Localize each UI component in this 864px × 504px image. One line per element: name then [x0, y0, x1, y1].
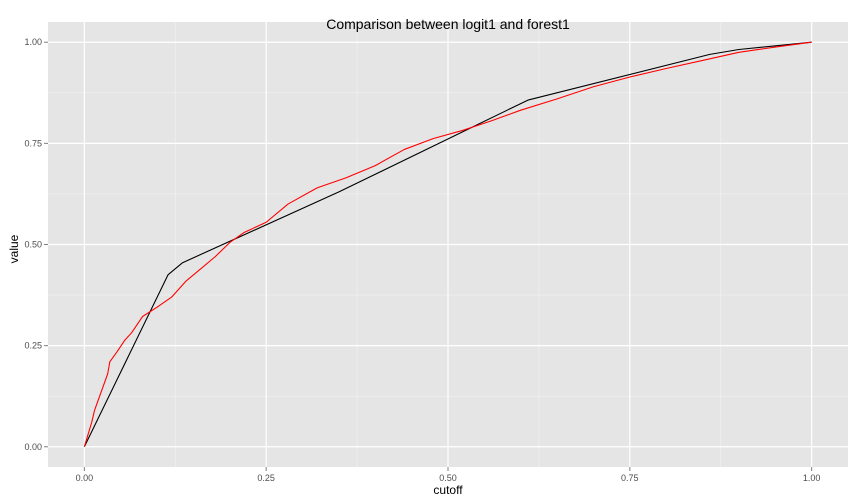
x-tick-label: 0.75	[621, 473, 639, 483]
series-line-0	[83, 41, 812, 448]
y-tick-label: 0.75	[24, 138, 42, 148]
x-tick-label: 0.50	[439, 473, 457, 483]
series-layer	[83, 41, 812, 448]
y-axis-title: value	[7, 234, 21, 263]
x-tick-label: 1.00	[803, 473, 821, 483]
major-gridlines	[48, 22, 848, 467]
x-axis-title: cutoff	[433, 483, 463, 497]
y-tick-label: 1.00	[24, 37, 42, 47]
x-axis-ticks: 0.00 0.25 0.50 0.75 1.00	[76, 467, 821, 483]
y-tick-label: 0.25	[24, 341, 42, 351]
chart-title: Comparison between logit1 and forest1	[326, 16, 570, 32]
series-line-1	[83, 41, 812, 447]
x-tick-label: 0.25	[257, 473, 275, 483]
x-tick-label: 0.00	[76, 473, 94, 483]
y-tick-label: 0.50	[24, 240, 42, 250]
y-axis-ticks: 0.00 0.25 0.50 0.75 1.00	[24, 37, 48, 452]
y-tick-label: 0.00	[24, 442, 42, 452]
